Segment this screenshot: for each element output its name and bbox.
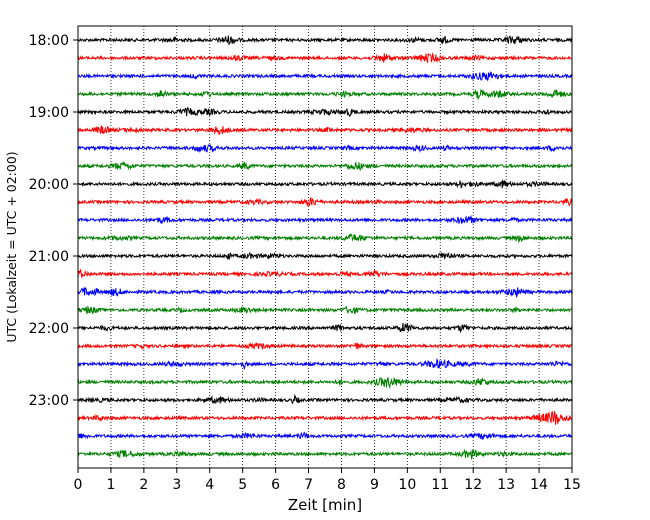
y-tick-label-19:00: 19:00 bbox=[29, 105, 69, 121]
trace-row-14 bbox=[77, 286, 573, 298]
y-tick-label-21:00: 21:00 bbox=[29, 249, 69, 265]
trace-row-3 bbox=[77, 88, 573, 101]
plot-frame bbox=[77, 25, 573, 469]
y-tick-label-23:00: 23:00 bbox=[29, 393, 69, 409]
trace-row-1 bbox=[77, 52, 573, 64]
y-tick-label-18:00: 18:00 bbox=[29, 33, 69, 49]
x-tick-label-1: 1 bbox=[106, 477, 115, 493]
x-tick-label-13: 13 bbox=[497, 477, 515, 493]
x-tick-label-12: 12 bbox=[464, 477, 482, 493]
x-tick-label-4: 4 bbox=[205, 477, 214, 493]
x-tick-label-10: 10 bbox=[398, 477, 416, 493]
x-tick-label-11: 11 bbox=[431, 477, 449, 493]
x-axis: 0 1 2 3 4 5 6 7 8 9 10 11 12 13 14 15 bbox=[74, 468, 581, 493]
trace-row-8 bbox=[77, 178, 573, 189]
trace-row-11 bbox=[77, 233, 573, 244]
trace-row-4 bbox=[77, 106, 573, 118]
x-axis-label: Zeit [min] bbox=[288, 496, 362, 514]
x-tick-label-9: 9 bbox=[370, 477, 379, 493]
trace-row-17 bbox=[77, 341, 573, 351]
trace-row-5 bbox=[77, 125, 573, 136]
x-tick-label-0: 0 bbox=[74, 477, 83, 493]
x-tick-label-14: 14 bbox=[530, 477, 548, 493]
trace-row-20 bbox=[77, 393, 573, 405]
trace-row-22 bbox=[77, 431, 573, 440]
trace-row-9 bbox=[77, 197, 573, 207]
x-tick-label-7: 7 bbox=[304, 477, 313, 493]
x-tick-label-2: 2 bbox=[139, 477, 148, 493]
x-tick-label-8: 8 bbox=[337, 477, 346, 493]
trace-row-2 bbox=[77, 71, 573, 82]
y-tick-label-20:00: 20:00 bbox=[29, 177, 69, 193]
trace-row-23 bbox=[77, 448, 573, 461]
y-tick-label-22:00: 22:00 bbox=[29, 321, 69, 337]
trace-row-10 bbox=[77, 214, 573, 225]
trace-row-12 bbox=[77, 251, 573, 260]
y-axis-label: UTC (Lokalzeit = UTC + 02:00) bbox=[4, 151, 19, 342]
trace-row-16 bbox=[77, 322, 573, 334]
trace-row-13 bbox=[77, 268, 573, 279]
trace-row-7 bbox=[77, 160, 573, 171]
trace-row-15 bbox=[77, 305, 573, 315]
x-tick-label-3: 3 bbox=[172, 477, 181, 493]
traces-layer bbox=[77, 35, 573, 461]
x-tick-label-15: 15 bbox=[563, 477, 581, 493]
x-tick-label-5: 5 bbox=[238, 477, 247, 493]
trace-row-6 bbox=[77, 144, 573, 153]
y-axis: 18:00 19:00 20:00 21:00 22:00 23:00 bbox=[29, 33, 78, 409]
x-tick-label-6: 6 bbox=[271, 477, 280, 493]
trace-row-19 bbox=[77, 377, 573, 390]
trace-row-0 bbox=[77, 35, 573, 45]
trace-row-21 bbox=[77, 410, 573, 425]
trace-row-18 bbox=[77, 357, 573, 371]
